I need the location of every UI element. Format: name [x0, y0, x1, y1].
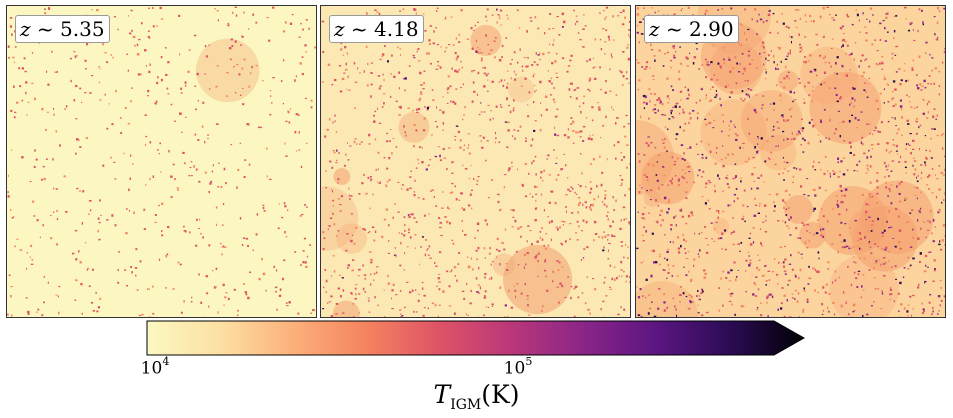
temperature-map [7, 6, 316, 317]
colorbar-tick-1e5: 105 [503, 355, 533, 379]
redshift-label: z ~ 2.90 [644, 15, 739, 43]
colorbar-gradient [146, 320, 806, 356]
redshift-label: z ~ 5.35 [15, 15, 110, 43]
colorbar-tick-1e4: 104 [140, 355, 170, 379]
map-panel-z535: z ~ 5.35 [6, 5, 317, 318]
temperature-map [636, 6, 945, 317]
temperature-map [321, 6, 630, 317]
colorbar-axis-label: TIGM(K) [433, 380, 520, 413]
map-panel-z290: z ~ 2.90 [635, 5, 946, 318]
map-panel-z418: z ~ 4.18 [320, 5, 631, 318]
redshift-label: z ~ 4.18 [329, 15, 424, 43]
colorbar [146, 320, 806, 356]
